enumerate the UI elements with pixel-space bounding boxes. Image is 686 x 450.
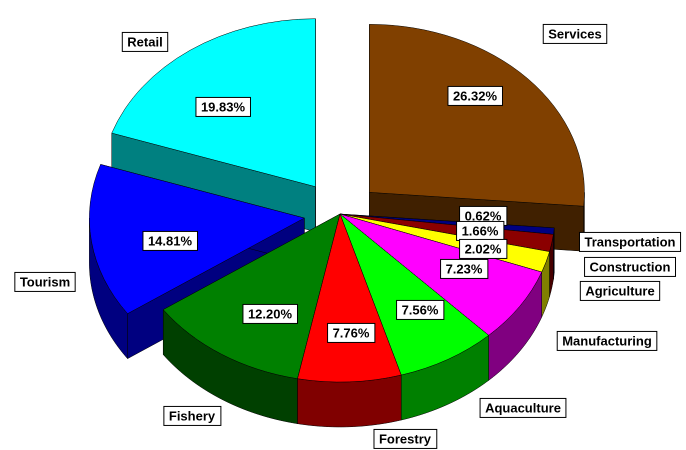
value-label-group: 7.23% bbox=[440, 258, 489, 279]
category-label-group: Construction bbox=[584, 256, 676, 277]
category-label: Construction bbox=[590, 259, 671, 274]
slice-wall bbox=[297, 374, 402, 428]
category-label-group: Retail bbox=[121, 31, 169, 52]
category-label-box bbox=[584, 256, 676, 277]
category-label-box bbox=[479, 397, 567, 418]
value-label: 1.66% bbox=[462, 223, 499, 238]
value-label: 7.76% bbox=[333, 325, 370, 340]
category-label: Retail bbox=[127, 34, 162, 49]
value-label-group: 14.81% bbox=[142, 230, 198, 251]
value-label-box bbox=[459, 238, 508, 259]
value-label-box bbox=[447, 85, 503, 106]
value-label-box bbox=[142, 230, 198, 251]
value-label-group: 7.56% bbox=[396, 299, 445, 320]
value-label-group: 7.76% bbox=[327, 322, 376, 343]
value-label-box bbox=[440, 258, 489, 279]
value-label-group: 12.20% bbox=[242, 303, 298, 324]
value-label: 12.20% bbox=[248, 306, 293, 321]
value-label-group: 19.83% bbox=[195, 96, 251, 117]
value-label-group: 1.66% bbox=[456, 220, 505, 241]
value-label-group: 2.02% bbox=[459, 238, 508, 259]
slice bbox=[162, 213, 341, 379]
category-label: Forestry bbox=[379, 431, 432, 446]
value-label: 7.56% bbox=[402, 302, 439, 317]
category-label: Tourism bbox=[20, 274, 70, 289]
category-label-group: Transportation bbox=[578, 231, 682, 252]
category-label-group: Agriculture bbox=[579, 280, 661, 301]
category-label-box bbox=[579, 280, 661, 301]
category-label: Manufacturing bbox=[562, 333, 652, 348]
category-label-box bbox=[163, 405, 222, 426]
category-label-group: Services bbox=[542, 23, 608, 44]
category-label: Services bbox=[548, 26, 602, 41]
category-label: Transportation bbox=[584, 234, 675, 249]
category-label-group: Manufacturing bbox=[556, 330, 658, 351]
slice bbox=[369, 24, 585, 207]
slice bbox=[339, 213, 490, 376]
category-label-box bbox=[14, 271, 76, 292]
value-label: 2.02% bbox=[465, 241, 502, 256]
value-label-group: 26.32% bbox=[447, 85, 503, 106]
category-label-group: Tourism bbox=[14, 271, 76, 292]
category-label-box bbox=[373, 428, 438, 449]
category-label-box bbox=[542, 23, 608, 44]
category-label-group: Aquaculture bbox=[479, 397, 567, 418]
category-label-box bbox=[578, 231, 682, 252]
value-label: 26.32% bbox=[453, 88, 498, 103]
category-label: Agriculture bbox=[585, 283, 654, 298]
value-label-group: 0.62% bbox=[459, 205, 508, 226]
value-label-box bbox=[327, 322, 376, 343]
value-label: 0.62% bbox=[465, 208, 502, 223]
value-label-box bbox=[396, 299, 445, 320]
value-label: 7.23% bbox=[446, 261, 483, 276]
value-label: 19.83% bbox=[201, 99, 246, 114]
value-label: 14.81% bbox=[148, 233, 193, 248]
category-label-box bbox=[556, 330, 658, 351]
category-label-box bbox=[121, 31, 169, 52]
category-label: Aquaculture bbox=[485, 400, 561, 415]
category-label: Fishery bbox=[169, 408, 216, 423]
value-label-box bbox=[242, 303, 298, 324]
category-label-group: Forestry bbox=[373, 428, 438, 449]
value-label-box bbox=[195, 96, 251, 117]
category-label-group: Fishery bbox=[163, 405, 222, 426]
